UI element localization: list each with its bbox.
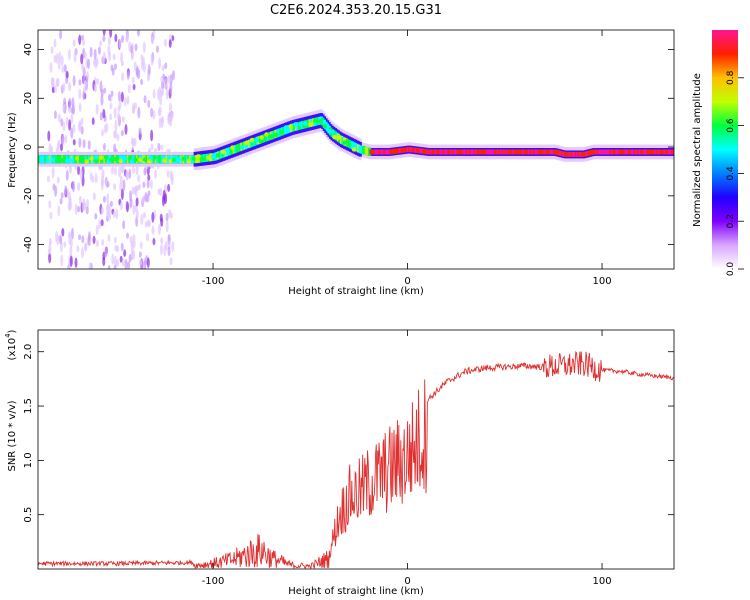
colorbar-tick-label: 0.8 bbox=[726, 70, 736, 85]
colorbar-tick-label: 0.2 bbox=[726, 214, 736, 228]
colorbar-label: Normalized spectral amplitude bbox=[692, 73, 703, 227]
snr-panel: -100 0 100 0.5 1.0 1.5 2.0 Height of straight … bbox=[4, 329, 675, 597]
spectrogram-ylabel: Frequency (Hz) bbox=[7, 112, 18, 188]
snr-ytick-label: 0.5 bbox=[23, 507, 34, 523]
spectrogram-xlabel: Height of straight line (km) bbox=[288, 286, 424, 297]
spectrogram-xtick-label: 0 bbox=[404, 276, 410, 287]
snr-xlabel: Height of straight line (km) bbox=[288, 586, 424, 597]
snr-frame bbox=[37, 329, 675, 570]
snr-xtick-label: 100 bbox=[592, 576, 611, 587]
spectrogram-heatmap bbox=[38, 30, 674, 269]
spectrogram-frame bbox=[37, 29, 675, 270]
spectrogram-xtick-label: 100 bbox=[592, 276, 611, 287]
colorbar-gradient bbox=[712, 30, 738, 269]
colorbar-tick-label: 0.0 bbox=[726, 262, 736, 277]
colorbar-tick-label: 0.6 bbox=[726, 118, 736, 133]
snr-series-line bbox=[38, 350, 674, 569]
spectrogram-axes: -100 0 100 -40 -20 0 20 40 bbox=[23, 30, 674, 287]
snr-line bbox=[38, 350, 674, 569]
snr-ytick-label: 1.5 bbox=[23, 398, 34, 414]
spectrogram-panel: -100 0 100 -40 -20 0 20 40 Height of straight l… bbox=[7, 29, 675, 297]
spectrogram-ytick-label: 40 bbox=[23, 43, 34, 56]
spectrogram-ytick-label: 20 bbox=[23, 92, 34, 105]
snr-scale-label: (x104) bbox=[4, 329, 18, 360]
snr-ylabel: SNR (10 * v/v) bbox=[7, 400, 18, 471]
snr-ytick-label: 2.0 bbox=[23, 344, 34, 360]
snr-xtick-label: 0 bbox=[404, 576, 410, 587]
snr-ytick-label: 1.0 bbox=[23, 452, 34, 468]
spectrogram-xtick-label: -100 bbox=[202, 276, 225, 287]
spectrogram-ytick-label: -20 bbox=[23, 188, 34, 204]
colorbar-tick-label: 0.4 bbox=[726, 166, 736, 181]
chart-title: C2E6.2024.353.20.15.G31 bbox=[270, 3, 442, 18]
spectrogram-ytick-label: -40 bbox=[23, 236, 34, 252]
snr-xtick-label: -100 bbox=[202, 576, 225, 587]
colorbar: 0.0 0.2 0.4 0.6 0.8 Normalized spectral ampl… bbox=[692, 30, 744, 276]
colorbar-ticks: 0.0 0.2 0.4 0.6 0.8 bbox=[726, 70, 744, 276]
snr-axes: -100 0 100 0.5 1.0 1.5 2.0 bbox=[23, 330, 674, 587]
spectrogram-ytick-label: 0 bbox=[23, 144, 34, 150]
